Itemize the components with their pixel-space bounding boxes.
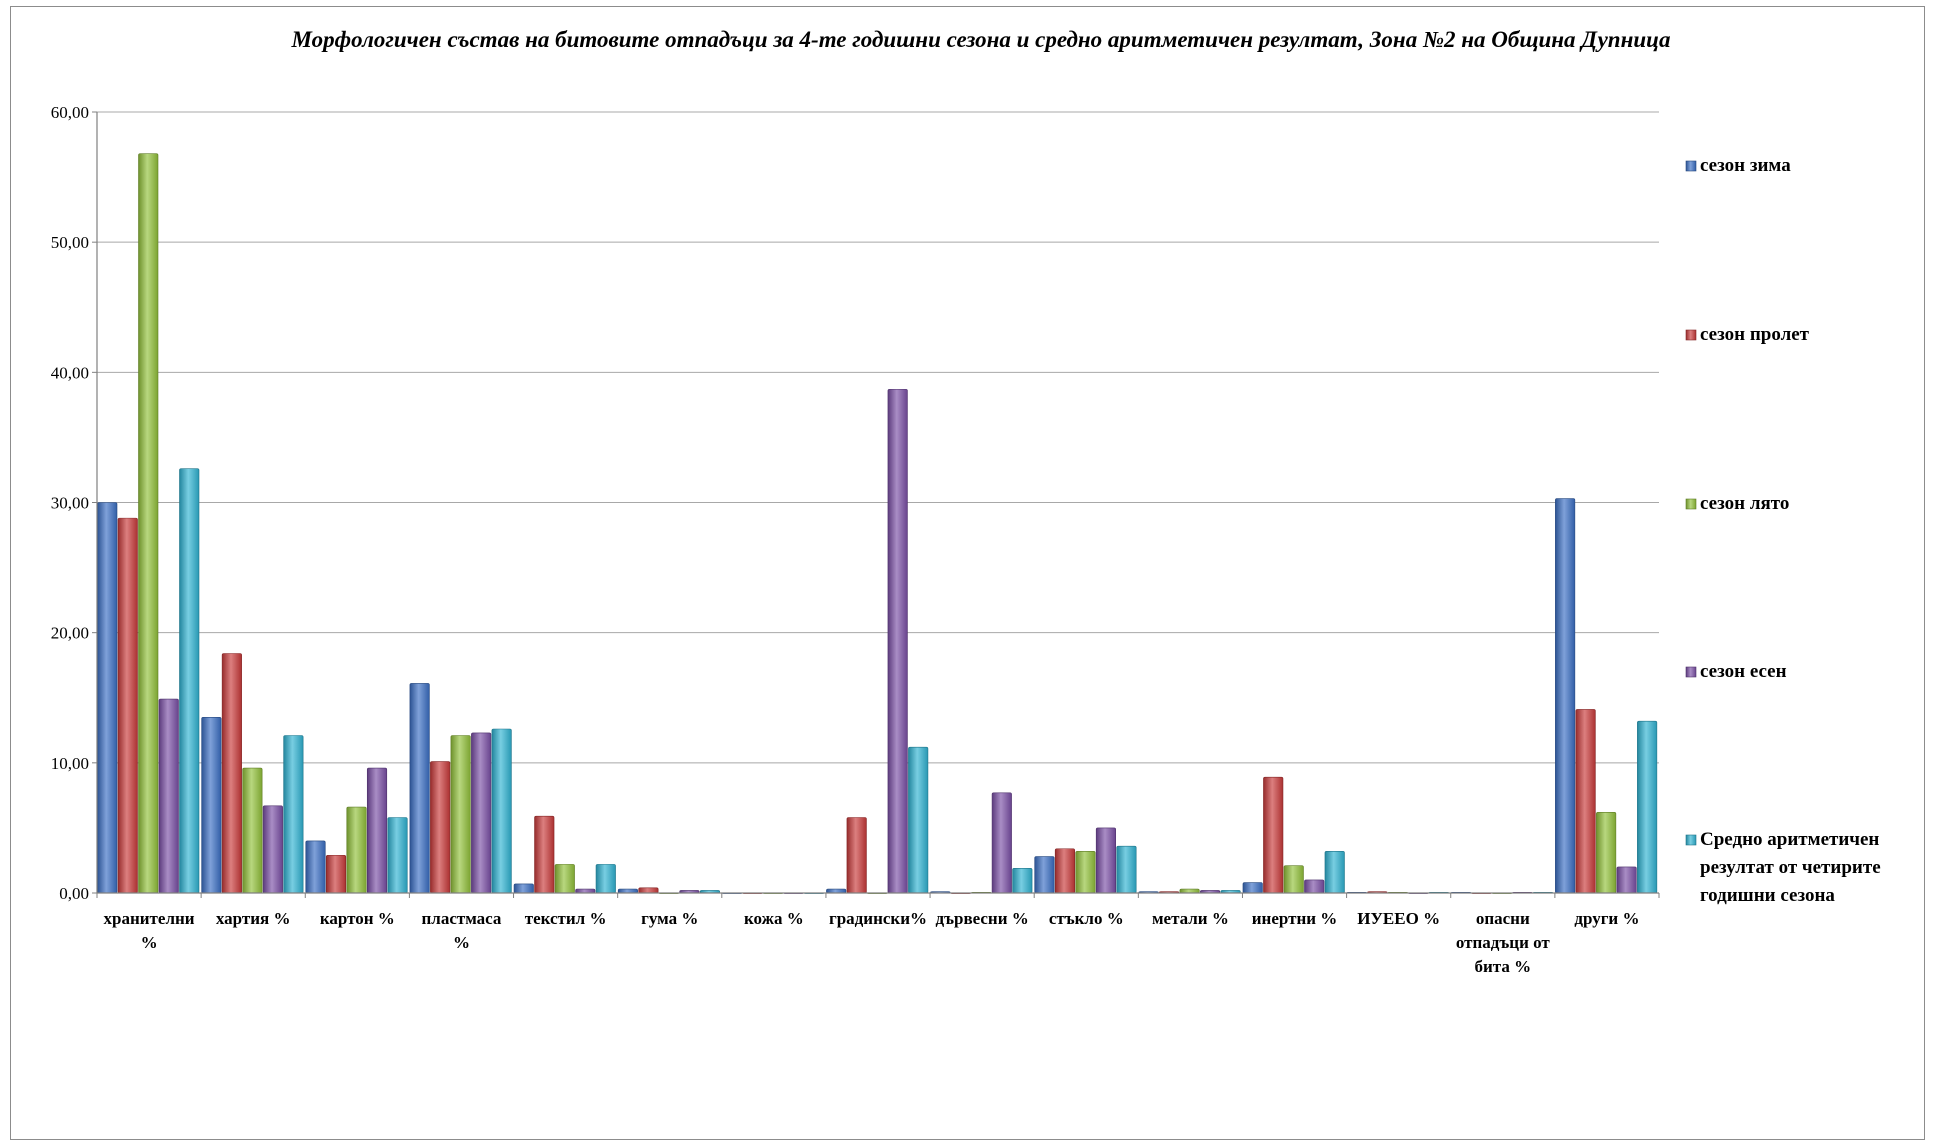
y-tick-label: 20,00	[51, 624, 89, 643]
bars	[97, 153, 1658, 894]
legend-swatch	[1685, 329, 1697, 341]
x-category-label: дървесни %	[935, 909, 1028, 928]
bar	[201, 716, 222, 894]
bar	[1116, 845, 1137, 894]
x-axis-category-labels: хранителни % хартия % картон % пластмаса % тек…	[104, 909, 1640, 976]
bar	[513, 883, 534, 894]
bar	[554, 864, 575, 894]
legend-label: сезон пролет	[1700, 324, 1810, 345]
axes	[92, 111, 1660, 898]
bar	[346, 806, 367, 894]
bar	[595, 864, 616, 894]
x-category-label: кожа %	[744, 909, 804, 928]
bar	[1555, 498, 1576, 894]
x-category-label: други %	[1574, 909, 1639, 928]
legend: сезон зима сезон пролет сезон лято сезон ес…	[1685, 155, 1881, 906]
legend-swatch	[1685, 160, 1697, 172]
y-tick-label: 30,00	[51, 494, 89, 513]
y-tick-label: 50,00	[51, 233, 89, 252]
bar	[638, 887, 659, 894]
y-tick-label: 40,00	[51, 363, 89, 382]
bar	[887, 388, 908, 894]
bar	[1616, 866, 1637, 894]
bar	[366, 767, 388, 894]
bar	[450, 735, 471, 894]
bar	[1575, 709, 1596, 894]
bar	[117, 517, 138, 894]
bar	[387, 817, 408, 894]
bar	[325, 854, 347, 894]
bar	[1596, 811, 1617, 894]
bar	[430, 761, 451, 894]
bar	[1075, 851, 1096, 894]
bar	[242, 767, 263, 894]
x-category-label: хранителни%	[104, 909, 195, 952]
y-tick-label: 60,00	[51, 103, 89, 122]
legend-label: сезон есен	[1700, 661, 1787, 682]
x-category-label: стъкло %	[1049, 909, 1124, 928]
bar	[1095, 827, 1116, 894]
bar	[1304, 879, 1325, 894]
legend-label: сезон лято	[1700, 493, 1789, 514]
legend-swatch	[1685, 834, 1697, 846]
bar	[1012, 867, 1033, 894]
y-tick-label: 0,00	[59, 884, 89, 903]
y-axis-tick-labels: 0,00 10,00 20,00 30,00 40,00 50,00 60,00	[51, 103, 89, 903]
x-category-label: опасни отпадъци от бита %	[1456, 909, 1551, 976]
x-category-label: инертни %	[1252, 909, 1338, 928]
bar	[262, 805, 283, 894]
bar	[1034, 856, 1055, 894]
bar	[1263, 776, 1284, 894]
bar	[846, 817, 867, 894]
legend-label: сезон зима	[1700, 155, 1791, 176]
grid-lines	[97, 111, 1659, 764]
y-tick-label: 10,00	[51, 754, 89, 773]
bar	[471, 732, 492, 894]
chart-title: Морфологичен състав на битовите отпадъци…	[291, 27, 1671, 52]
bar	[221, 653, 242, 894]
x-category-label: гума %	[641, 909, 698, 928]
bar	[1242, 882, 1263, 894]
x-category-label: метали %	[1152, 909, 1229, 928]
bar	[534, 815, 555, 894]
bar	[409, 683, 430, 894]
bar	[138, 153, 159, 894]
legend-label: Средно аритметичен резултат от четирите го…	[1700, 829, 1881, 906]
legend-swatch	[1685, 498, 1697, 510]
bar	[1637, 720, 1658, 894]
x-category-label: текстил %	[525, 909, 607, 928]
x-category-label: ИУЕЕО %	[1357, 909, 1440, 928]
bar	[1324, 851, 1345, 894]
x-category-label: хартия %	[216, 909, 291, 928]
bar	[283, 735, 304, 894]
bar	[991, 792, 1012, 894]
bar	[179, 468, 200, 894]
bar	[158, 698, 179, 894]
x-category-label: картон %	[320, 909, 395, 928]
chart-canvas: Морфологичен състав на битовите отпадъци…	[51, 27, 1881, 976]
bar	[908, 746, 929, 894]
x-category-label: пластмаса%	[421, 909, 501, 952]
bar	[1054, 848, 1075, 894]
x-category-label: градински%	[829, 909, 927, 928]
legend-swatch	[1685, 666, 1697, 678]
chart-frame: Морфологичен състав на битовите отпадъци…	[10, 6, 1925, 1140]
bar	[1283, 865, 1304, 894]
bar	[491, 728, 512, 894]
bar	[97, 502, 118, 894]
bar	[305, 840, 326, 894]
